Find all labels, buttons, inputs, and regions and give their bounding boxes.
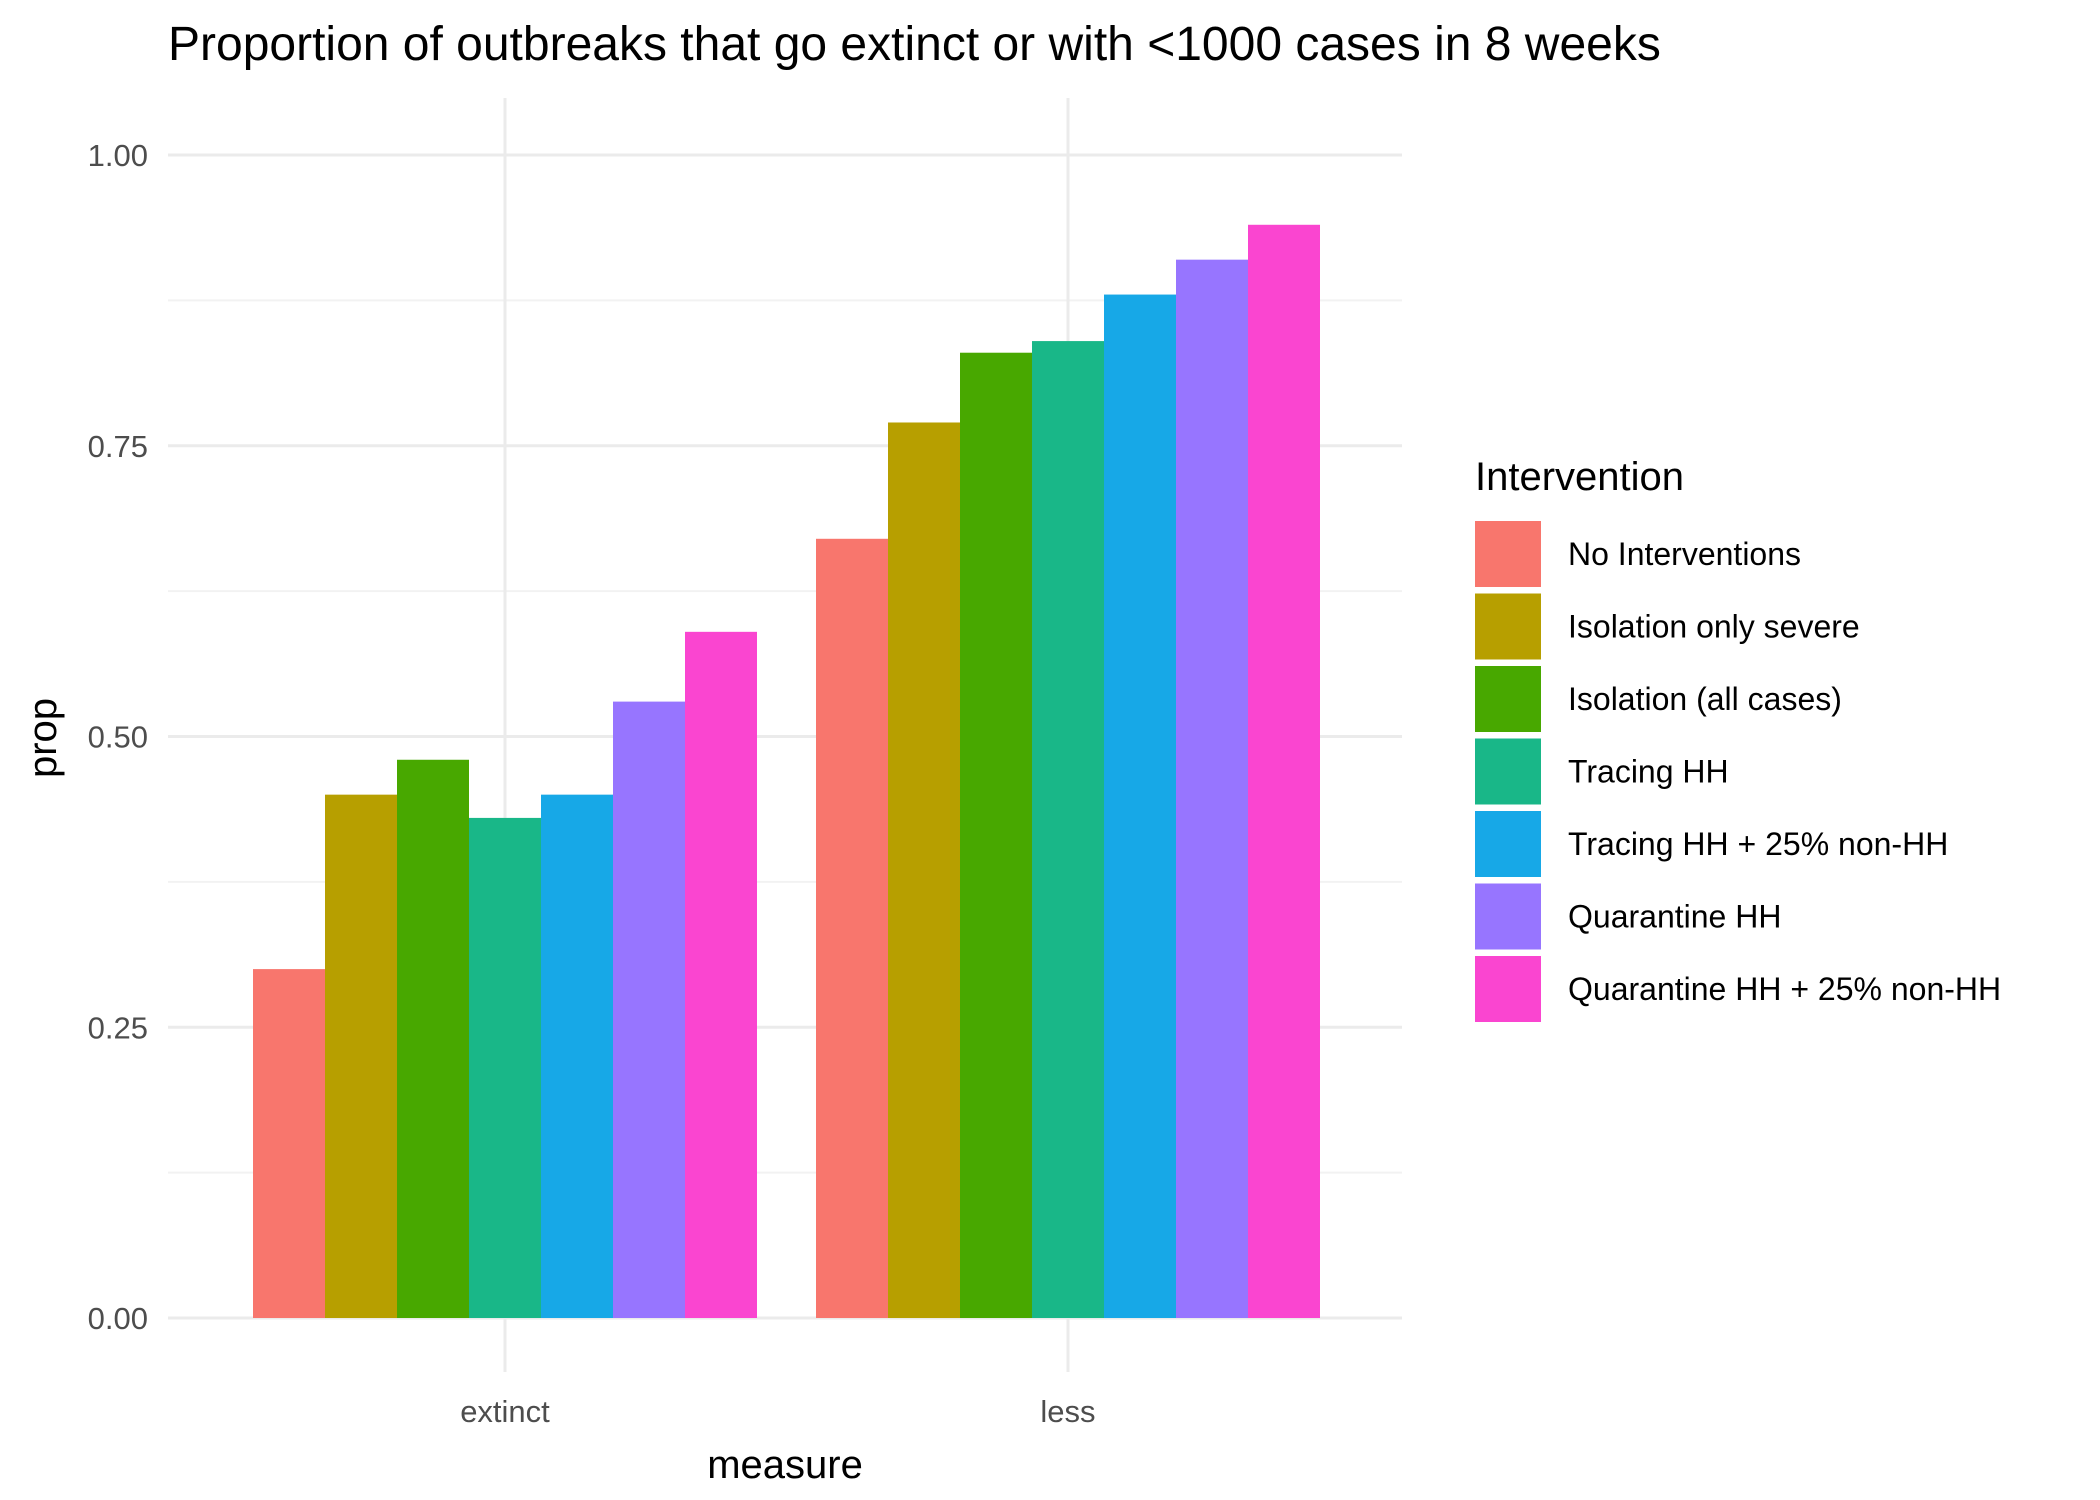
legend-key <box>1475 738 1541 805</box>
x-axis-title: measure <box>707 1443 863 1487</box>
legend-title: Intervention <box>1475 455 1684 499</box>
bar-extinct-3 <box>469 817 541 1318</box>
legend-key <box>1475 521 1541 587</box>
bar-less-0 <box>816 538 888 1318</box>
x-axis-ticks: extinct less <box>460 1394 1095 1429</box>
bar-less-4 <box>1104 294 1176 1318</box>
bar-less-5 <box>1176 259 1248 1318</box>
legend-key <box>1475 956 1541 1022</box>
bar-extinct-5 <box>613 701 685 1318</box>
bar-less-1 <box>888 422 960 1318</box>
x-tick-label: less <box>1040 1394 1095 1429</box>
legend-key <box>1475 593 1541 660</box>
bar-extinct-0 <box>253 969 325 1318</box>
bar-extinct-2 <box>397 759 469 1318</box>
legend-label: Tracing HH <box>1568 754 1729 790</box>
bar-less-3 <box>1032 341 1104 1319</box>
bar-extinct-1 <box>325 794 397 1318</box>
legend-label: No Interventions <box>1568 536 1801 572</box>
legend-key <box>1475 811 1541 877</box>
legend-label: Isolation (all cases) <box>1568 681 1842 717</box>
y-tick-label: 0.75 <box>88 429 148 464</box>
legend-key <box>1475 666 1541 732</box>
legend-label: Isolation only severe <box>1568 609 1860 645</box>
y-tick-label: 0.00 <box>88 1301 148 1336</box>
legend: Intervention No Interventions Isolation o… <box>1475 455 2001 1022</box>
y-axis-title: prop <box>21 698 65 778</box>
bar-less-2 <box>960 352 1032 1319</box>
y-tick-label: 1.00 <box>88 138 148 173</box>
y-tick-label: 0.50 <box>88 720 148 755</box>
bar-extinct-4 <box>541 794 613 1318</box>
bar-extinct-6 <box>685 631 757 1318</box>
bars <box>253 224 1320 1319</box>
legend-label: Tracing HH + 25% non-HH <box>1568 826 1948 862</box>
legend-label: Quarantine HH <box>1568 899 1781 935</box>
chart-title: Proportion of outbreaks that go extinct … <box>168 18 1661 71</box>
y-axis-ticks: 0.00 0.25 0.50 0.75 1.00 <box>88 138 148 1336</box>
y-tick-label: 0.25 <box>88 1010 148 1045</box>
bar-less-6 <box>1248 224 1320 1318</box>
legend-label: Quarantine HH + 25% non-HH <box>1568 971 2001 1007</box>
x-tick-label: extinct <box>460 1394 550 1429</box>
legend-items: No Interventions Isolation only severe Iso… <box>1475 521 2001 1022</box>
legend-key <box>1475 883 1541 950</box>
